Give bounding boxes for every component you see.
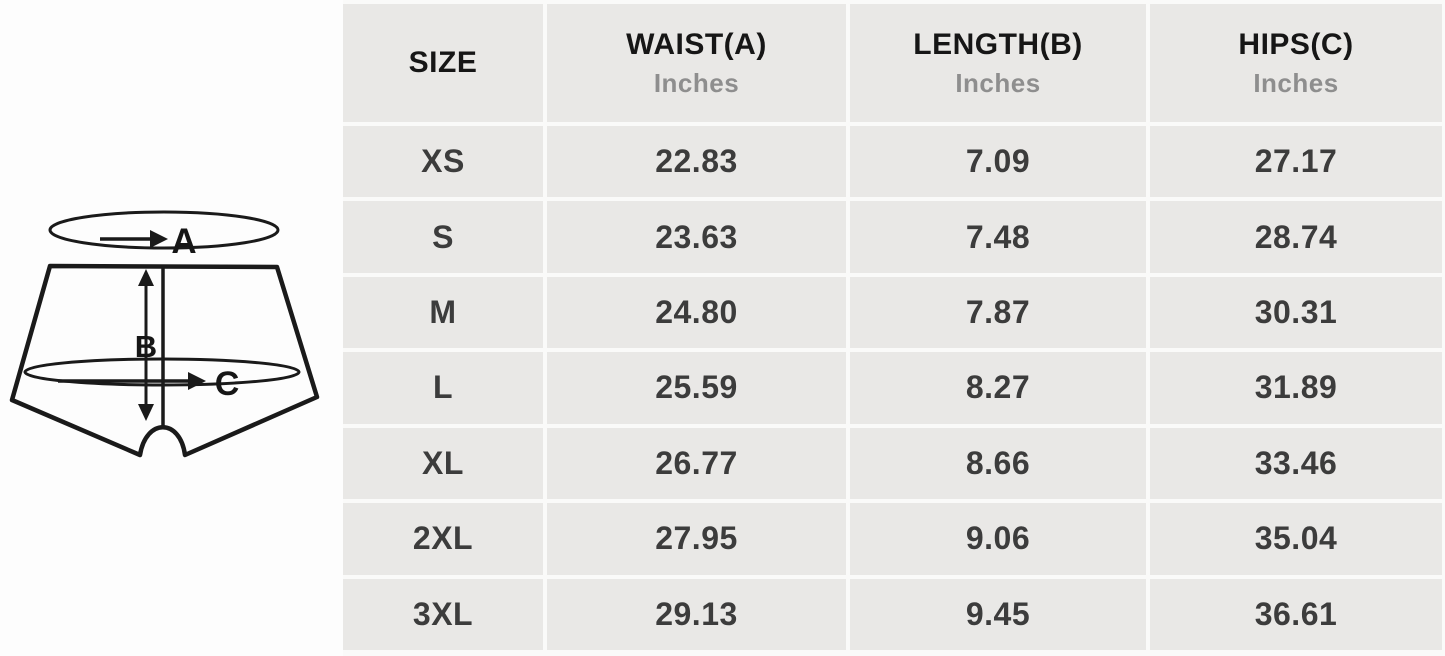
waist-cell: 27.95 bbox=[547, 503, 846, 575]
hips-cell: 33.46 bbox=[1150, 427, 1442, 500]
length-cell: 9.45 bbox=[850, 578, 1146, 650]
size-cell: 3XL bbox=[343, 578, 543, 650]
size-cell: S bbox=[343, 201, 543, 273]
shorts-outline bbox=[9, 263, 320, 458]
length-cell: 8.66 bbox=[850, 427, 1146, 500]
waist-cell: 23.63 bbox=[547, 201, 846, 273]
column-header-waist: WAIST(A) Inches bbox=[547, 4, 846, 122]
waist-arrow-icon bbox=[100, 230, 168, 248]
shorts-measurement-diagram: A B C bbox=[9, 210, 320, 458]
column-header-size: SIZE bbox=[343, 4, 543, 122]
length-cell: 8.27 bbox=[850, 352, 1146, 424]
column-label: WAIST(A) bbox=[626, 27, 767, 61]
column-label: SIZE bbox=[408, 46, 478, 79]
length-arrow-icon bbox=[138, 269, 154, 421]
length-cell: 7.09 bbox=[850, 126, 1146, 198]
length-cell: 7.87 bbox=[850, 276, 1146, 349]
column-header-length: LENGTH(B) Inches bbox=[850, 4, 1146, 122]
size-cell: XS bbox=[343, 126, 543, 198]
hips-ellipse bbox=[23, 357, 301, 387]
size-cell: XL bbox=[343, 427, 543, 500]
waist-ellipse bbox=[48, 210, 280, 250]
waist-cell: 26.77 bbox=[547, 427, 846, 500]
waist-cell: 29.13 bbox=[547, 578, 846, 650]
label-b: B bbox=[135, 329, 157, 364]
waist-cell: 24.80 bbox=[547, 276, 846, 349]
label-a: A bbox=[171, 222, 196, 261]
size-cell: 2XL bbox=[343, 503, 543, 575]
size-chart-table: SIZE WAIST(A) Inches LENGTH(B) Inches HI… bbox=[343, 0, 1445, 656]
hips-cell: 30.31 bbox=[1150, 276, 1442, 349]
column-sublabel: Inches bbox=[1253, 67, 1339, 98]
hips-cell: 31.89 bbox=[1150, 352, 1442, 424]
hips-arrow-icon bbox=[58, 372, 206, 390]
waist-cell: 25.59 bbox=[547, 352, 846, 424]
hips-cell: 27.17 bbox=[1150, 126, 1442, 198]
column-sublabel: Inches bbox=[955, 67, 1041, 98]
hips-cell: 35.04 bbox=[1150, 503, 1442, 575]
hips-cell: 28.74 bbox=[1150, 201, 1442, 273]
column-sublabel: Inches bbox=[653, 67, 740, 98]
size-cell: L bbox=[343, 352, 543, 424]
size-cell: M bbox=[343, 276, 543, 349]
column-label: HIPS(C) bbox=[1238, 27, 1354, 61]
column-header-hips: HIPS(C) Inches bbox=[1150, 4, 1442, 122]
label-c: C bbox=[215, 365, 240, 403]
length-cell: 7.48 bbox=[850, 201, 1146, 273]
waist-cell: 22.83 bbox=[547, 126, 846, 198]
hips-cell: 36.61 bbox=[1150, 578, 1442, 650]
column-label: LENGTH(B) bbox=[913, 27, 1083, 61]
length-cell: 9.06 bbox=[850, 503, 1146, 575]
